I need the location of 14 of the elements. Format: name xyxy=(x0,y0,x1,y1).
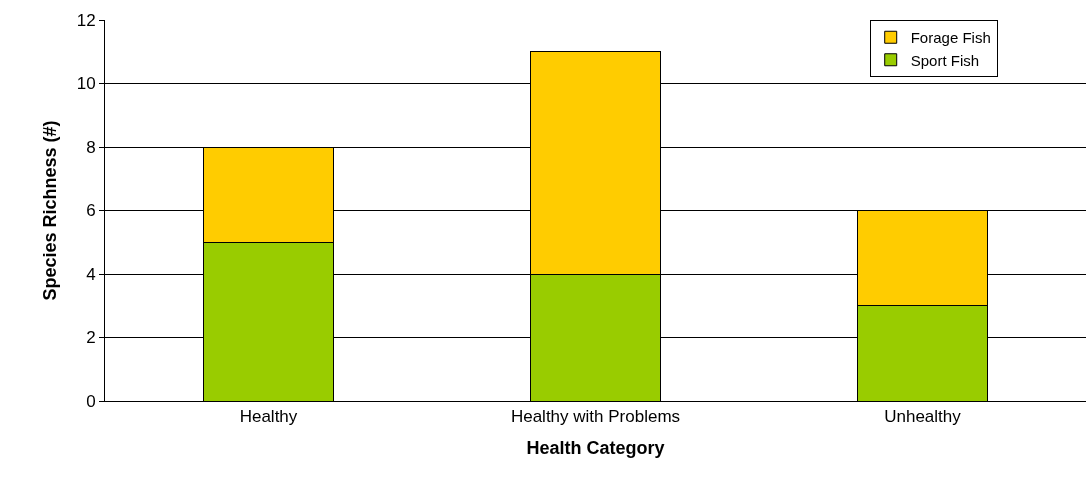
x-tick-label: Unhealthy xyxy=(884,407,962,427)
y-tick-label: 6 xyxy=(86,201,96,221)
y-tick-label: 12 xyxy=(76,10,96,30)
y-tick-label: 4 xyxy=(86,264,96,284)
x-tick-label: Healthy with Problems xyxy=(510,407,681,427)
legend-label: Forage Fish xyxy=(910,29,991,47)
legend-label: Sport Fish xyxy=(910,51,980,69)
x-tick-label: Healthy xyxy=(239,407,298,427)
x-axis-title: Health Category xyxy=(526,437,665,458)
y-tick-label: 0 xyxy=(86,391,96,411)
y-tick-label: 8 xyxy=(86,137,96,157)
y-axis-title: Species Richness (#) xyxy=(39,120,60,301)
y-tick-label: 10 xyxy=(76,74,96,94)
y-tick-label: 2 xyxy=(86,328,96,348)
